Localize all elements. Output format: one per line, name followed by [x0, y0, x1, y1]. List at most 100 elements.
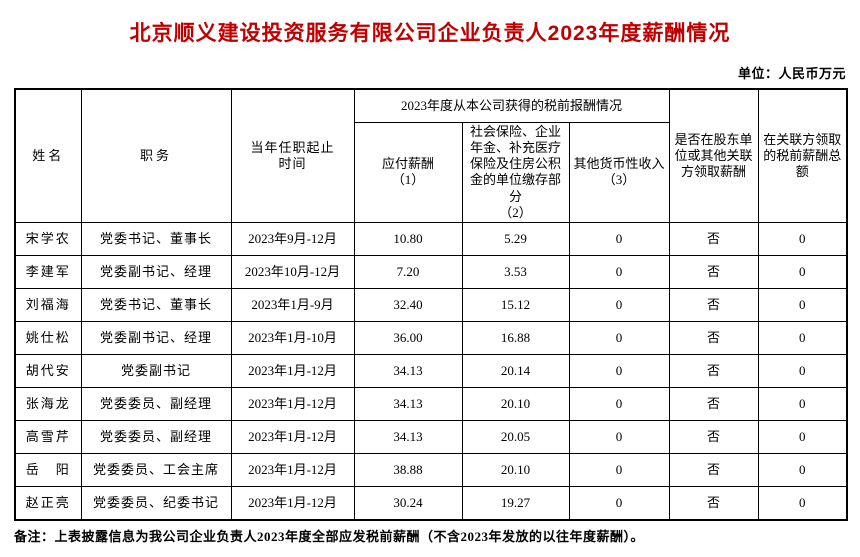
cell-related-total: 0: [757, 288, 848, 322]
cell-name: 高雪芹: [14, 420, 82, 454]
col-header-other-income-number: （3）: [602, 172, 636, 188]
table-row: 李建军 党委副书记、经理 2023年10月-12月 7.20 3.53 0 否 …: [14, 255, 848, 289]
cell-payable: 30.24: [353, 486, 463, 520]
cell-other-income: 0: [568, 288, 670, 322]
cell-other-income: 0: [568, 222, 670, 256]
cell-name: 李建军: [14, 255, 82, 289]
cell-other-income: 0: [568, 321, 670, 355]
cell-position: 党委副书记、经理: [80, 321, 232, 355]
col-header-related-total: 在关联方领取的税前薪酬总额: [757, 88, 848, 223]
cell-name: 姚仕松: [14, 321, 82, 355]
cell-insurance: 20.10: [461, 453, 570, 487]
unit-label: 单位：人民币万元: [737, 66, 846, 81]
cell-term: 2023年1月-12月: [230, 486, 355, 520]
cell-position: 党委委员、副经理: [80, 420, 232, 454]
cell-shareholder: 否: [668, 420, 759, 454]
table-row: 胡代安 党委副书记 2023年1月-12月 34.13 20.14 0 否 0: [14, 354, 848, 388]
cell-other-income: 0: [568, 387, 670, 421]
cell-related-total: 0: [757, 354, 848, 388]
cell-shareholder: 否: [668, 255, 759, 289]
salary-table: 姓名 职务 当年任职起止时间 2023年度从本公司获得的税前报酬情况 是否在股东…: [14, 88, 849, 521]
cell-position: 党委副书记、经理: [80, 255, 232, 289]
cell-insurance: 20.05: [461, 420, 570, 454]
cell-other-income: 0: [568, 354, 670, 388]
cell-insurance: 20.14: [461, 354, 570, 388]
cell-position: 党委委员、工会主席: [80, 453, 232, 487]
cell-term: 2023年1月-12月: [230, 420, 355, 454]
cell-related-total: 0: [757, 420, 848, 454]
cell-insurance: 19.27: [461, 486, 570, 520]
cell-name: 刘福海: [14, 288, 82, 322]
col-header-term: 当年任职起止时间: [230, 88, 355, 223]
col-header-name: 姓名: [14, 88, 82, 223]
table-row: 高雪芹 党委委员、副经理 2023年1月-12月 34.13 20.05 0 否…: [14, 420, 848, 454]
cell-shareholder: 否: [668, 354, 759, 388]
cell-other-income: 0: [568, 453, 670, 487]
page-title: 北京顺义建设投资服务有限公司企业负责人2023年度薪酬情况: [129, 22, 731, 45]
cell-position: 党委副书记: [80, 354, 232, 388]
cell-term: 2023年1月-10月: [230, 321, 355, 355]
table-row: 张海龙 党委委员、副经理 2023年1月-12月 34.13 20.10 0 否…: [14, 387, 848, 421]
cell-shareholder: 否: [668, 321, 759, 355]
table-row: 赵正亮 党委委员、纪委书记 2023年1月-12月 30.24 19.27 0 …: [14, 486, 848, 520]
cell-related-total: 0: [757, 255, 848, 289]
cell-term: 2023年1月-9月: [230, 288, 355, 322]
col-header-payable-label: 应付薪酬: [381, 156, 434, 171]
col-header-payable: 应付薪酬 （1）: [353, 121, 463, 223]
col-header-other-income-label: 其他货币性收入: [573, 156, 665, 171]
cell-insurance: 15.12: [461, 288, 570, 322]
cell-shareholder: 否: [668, 453, 759, 487]
cell-position: 党委书记、董事长: [80, 288, 232, 322]
cell-payable: 32.40: [353, 288, 463, 322]
col-header-payable-number: （1）: [391, 172, 425, 188]
col-header-position: 职务: [80, 88, 232, 223]
cell-insurance: 16.88: [461, 321, 570, 355]
cell-name: 岳 阳: [14, 453, 82, 487]
cell-insurance: 5.29: [461, 222, 570, 256]
col-header-other-income: 其他货币性收入 （3）: [568, 121, 670, 223]
col-header-shareholder: 是否在股东单位或其他关联方领取薪酬: [668, 88, 759, 223]
header-row-group: 姓名 职务 当年任职起止时间 2023年度从本公司获得的税前报酬情况 是否在股东…: [14, 88, 848, 223]
table-row: 岳 阳 党委委员、工会主席 2023年1月-12月 38.88 20.10 0 …: [14, 453, 848, 487]
cell-related-total: 0: [757, 387, 848, 421]
cell-payable: 38.88: [353, 453, 463, 487]
cell-insurance: 20.10: [461, 387, 570, 421]
cell-payable: 10.80: [353, 222, 463, 256]
cell-other-income: 0: [568, 420, 670, 454]
cell-payable: 34.13: [353, 354, 463, 388]
cell-shareholder: 否: [668, 387, 759, 421]
cell-related-total: 0: [757, 486, 848, 520]
cell-shareholder: 否: [668, 288, 759, 322]
cell-term: 2023年9月-12月: [230, 222, 355, 256]
cell-name: 胡代安: [14, 354, 82, 388]
cell-name: 赵正亮: [14, 486, 82, 520]
cell-shareholder: 否: [668, 222, 759, 256]
cell-related-total: 0: [757, 453, 848, 487]
cell-term: 2023年1月-12月: [230, 354, 355, 388]
table-header: 姓名 职务 当年任职起止时间 2023年度从本公司获得的税前报酬情况 是否在股东…: [14, 88, 848, 223]
cell-name: 张海龙: [14, 387, 82, 421]
col-header-group-2023: 2023年度从本公司获得的税前报酬情况: [353, 88, 670, 123]
cell-related-total: 0: [757, 321, 848, 355]
cell-related-total: 0: [757, 222, 848, 256]
cell-name: 宋学农: [14, 222, 82, 256]
cell-payable: 7.20: [353, 255, 463, 289]
cell-position: 党委委员、纪委书记: [80, 486, 232, 520]
cell-term: 2023年1月-12月: [230, 387, 355, 421]
table-row: 宋学农 党委书记、董事长 2023年9月-12月 10.80 5.29 0 否 …: [14, 222, 848, 256]
cell-term: 2023年1月-12月: [230, 453, 355, 487]
footnote: 备注：上表披露信息为我公司企业负责人2023年度全部应发税前薪酬（不含2023年…: [14, 529, 645, 544]
cell-insurance: 3.53: [461, 255, 570, 289]
cell-payable: 34.13: [353, 420, 463, 454]
cell-other-income: 0: [568, 255, 670, 289]
table-row: 刘福海 党委书记、董事长 2023年1月-9月 32.40 15.12 0 否 …: [14, 288, 848, 322]
table-body: 宋学农 党委书记、董事长 2023年9月-12月 10.80 5.29 0 否 …: [14, 222, 848, 520]
col-header-insurance-number: （2）: [499, 204, 532, 220]
cell-shareholder: 否: [668, 486, 759, 520]
cell-position: 党委书记、董事长: [80, 222, 232, 256]
col-header-insurance-label: 社会保险、企业年金、补充医疗保险及住房公积金的单位缴存部分: [469, 123, 561, 204]
col-header-term-label: 当年任职起止时间: [250, 139, 335, 171]
cell-payable: 36.00: [353, 321, 463, 355]
cell-position: 党委委员、副经理: [80, 387, 232, 421]
